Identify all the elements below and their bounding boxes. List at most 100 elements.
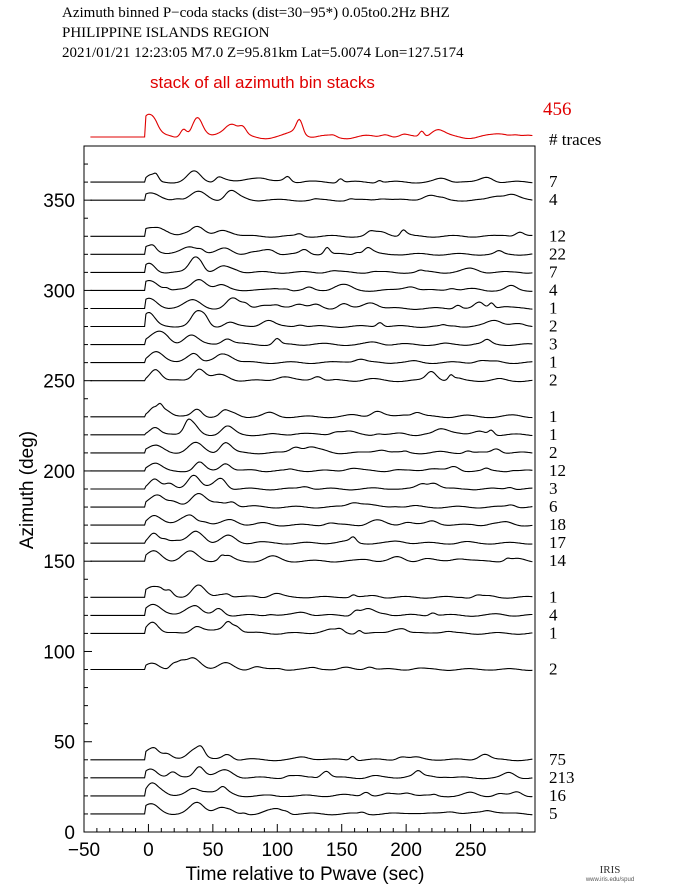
trace-count-label: 4 [549,280,558,299]
x-tick-label: 250 [455,840,487,861]
x-tick-label: 0 [143,840,154,861]
azimuth-trace [90,418,533,437]
azimuth-trace [90,297,533,310]
header-region: PHILIPPINE ISLANDS REGION [62,25,270,41]
trace-line [90,418,533,437]
iris-logo: IRIS www.iris.edu/spud [585,864,634,883]
trace-count-label: 75 [549,750,566,769]
trace-count-label: 22 [549,244,566,263]
azimuth-trace [90,441,533,455]
x-tick-label: 150 [326,840,358,861]
azimuth-trace [90,766,533,780]
trace-count-label: 1 [549,353,558,372]
azimuth-trace [90,170,533,184]
trace-count-label: 1 [549,299,558,318]
trace-line [90,745,533,762]
trace-line [90,530,533,545]
trace-line [90,474,533,491]
azimuth-traces [90,170,533,816]
trace-count-label: 7 [549,262,558,281]
x-axis-label: Time relative to Pwave (sec) [186,864,425,885]
y-tick-label: 250 [43,372,75,393]
logo-text: IRIS [600,864,621,876]
stack-trace-shape [90,113,533,140]
trace-line [90,801,533,816]
y-axis-label: Azimuth (deg) [17,431,38,549]
y-tick-label: 350 [43,191,75,212]
trace-count-label: 18 [549,515,566,534]
y-tick-label: 200 [43,462,75,483]
x-tick-label: 50 [202,840,223,861]
trace-line [90,550,533,563]
azimuth-trace [90,225,533,238]
azimuth-trace [90,782,533,798]
trace-count-label: 6 [549,497,558,516]
trace-count-label: 213 [549,768,575,787]
trace-count-label: 7 [549,172,558,191]
azimuth-trace [90,620,533,635]
trace-line [90,782,533,798]
trace-line [90,310,533,328]
trace-line [90,256,533,274]
trace-count-label: 2 [549,660,558,679]
azimuth-trace [90,801,533,816]
azimuth-trace [90,514,533,527]
azimuth-trace [90,492,533,509]
x-axis: −50 0 50 100 150 200 250 [68,824,523,861]
y-tick-label: 100 [43,643,75,664]
x-tick-label: 100 [261,840,293,861]
stack-line [90,113,533,140]
trace-count-label: 5 [549,804,558,823]
trace-line [90,351,533,365]
trace-line [90,297,533,310]
trace-count-label: 3 [549,335,558,354]
trace-line [90,330,533,347]
azimuth-trace [90,474,533,491]
trace-line [90,514,533,527]
trace-count-header: # traces [549,130,601,149]
azimuth-trace [90,657,533,671]
stack-title: stack of all azimuth bin stacks [150,73,375,92]
x-tick-label: 200 [390,840,422,861]
azimuth-trace [90,461,533,473]
y-tick-label: 0 [64,823,75,844]
trace-count-label: 3 [549,479,558,498]
stack-trace [90,113,533,140]
trace-line [90,603,533,617]
azimuth-trace [90,584,533,599]
header-title: Azimuth binned P−coda stacks (dist=30−95… [62,5,450,21]
trace-line [90,492,533,509]
trace-count-label: 2 [549,371,558,390]
azimuth-trace [90,368,533,383]
trace-count-label: 12 [549,226,566,245]
trace-line [90,225,533,238]
trace-count-label: 1 [549,623,558,642]
trace-line [90,766,533,780]
azimuth-trace [90,330,533,347]
trace-count-label: 14 [549,551,567,570]
trace-count-label: 12 [549,461,566,480]
azimuth-trace [90,256,533,274]
azimuth-trace [90,530,533,545]
trace-line [90,368,533,383]
azimuth-trace [90,402,533,419]
trace-line [90,244,533,256]
y-tick-label: 50 [54,733,75,754]
y-axis: 0 50 100 150 200 250 300 350 [43,163,92,844]
trace-line [90,657,533,671]
azimuth-trace [90,279,533,292]
trace-count-label: 2 [549,317,558,336]
trace-count-label: 1 [549,587,558,606]
azimuth-trace [90,745,533,762]
trace-line [90,441,533,455]
trace-line [90,584,533,599]
azimuth-trace [90,310,533,328]
trace-line [90,402,533,419]
azimuth-trace [90,603,533,617]
trace-count-label: 17 [549,533,567,552]
y-tick-label: 150 [43,552,75,573]
trace-count-label: 4 [549,190,558,209]
stack-trace-count: 456 [543,99,572,120]
trace-line [90,461,533,473]
